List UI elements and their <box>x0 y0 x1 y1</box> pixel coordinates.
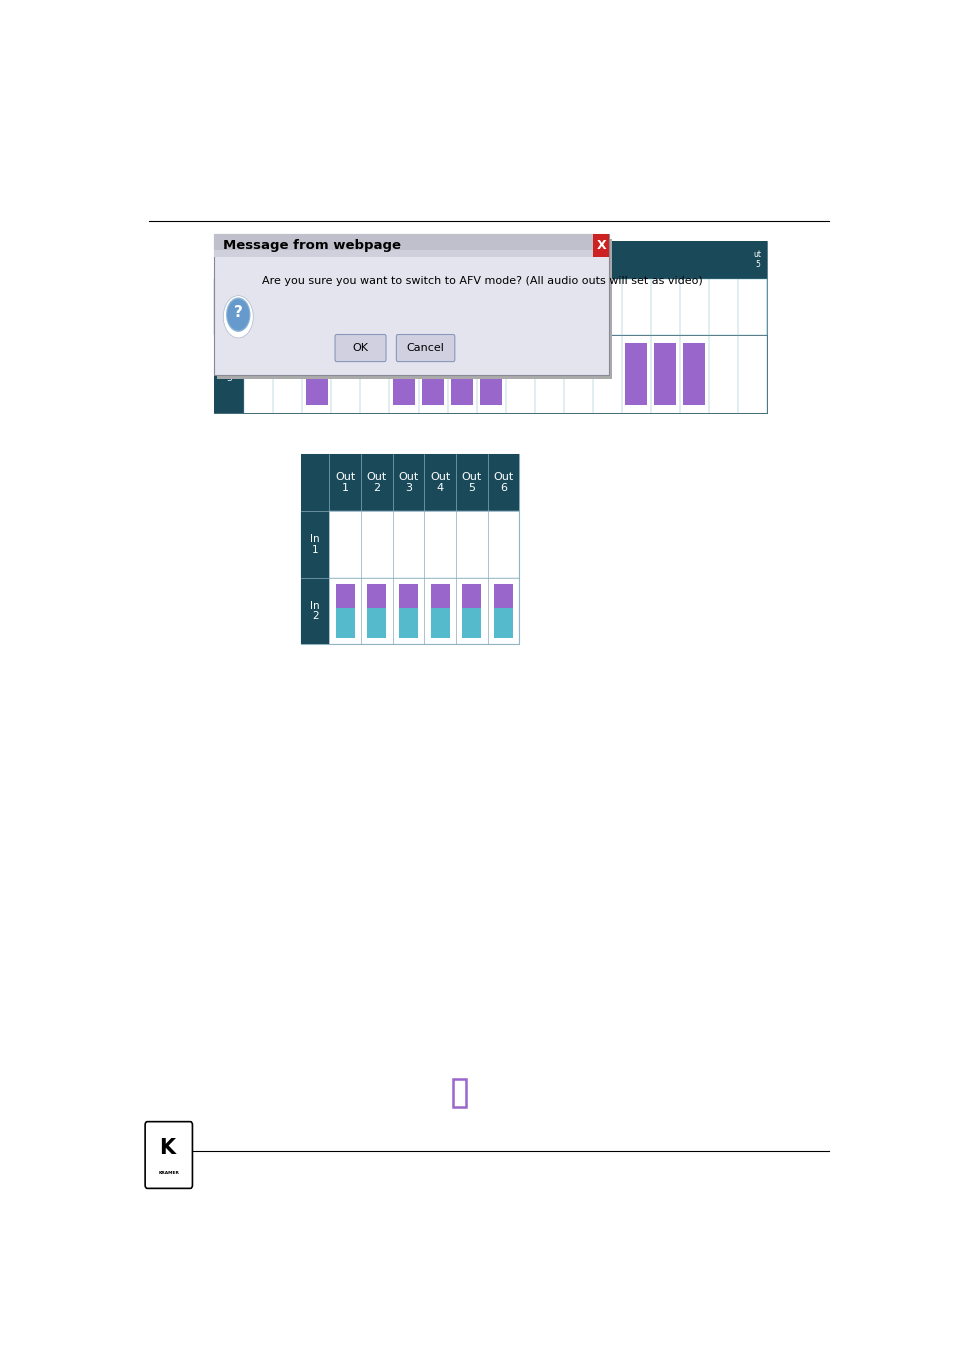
Circle shape <box>227 299 249 330</box>
Text: Out
2: Out 2 <box>366 473 387 493</box>
Bar <box>451 343 473 405</box>
Bar <box>462 584 480 608</box>
Text: Out
5: Out 5 <box>461 473 481 493</box>
Circle shape <box>226 298 251 332</box>
Bar <box>479 343 501 405</box>
Bar <box>301 455 518 512</box>
Text: 2: 2 <box>226 302 232 311</box>
Text: ?: ? <box>233 305 242 320</box>
Text: Out
3: Out 3 <box>398 473 418 493</box>
Bar <box>213 250 609 257</box>
Bar <box>213 241 766 413</box>
Bar <box>393 343 415 405</box>
Text: Out
1: Out 1 <box>335 473 355 493</box>
Bar <box>398 608 417 638</box>
Bar <box>301 578 329 645</box>
FancyBboxPatch shape <box>396 334 455 362</box>
Bar <box>430 608 449 638</box>
Text: In
3: In 3 <box>225 364 233 383</box>
Bar <box>335 584 355 608</box>
Bar <box>216 238 612 379</box>
Text: OK: OK <box>353 343 368 353</box>
Bar <box>453 1079 465 1108</box>
Bar <box>654 343 676 405</box>
Bar <box>213 234 609 257</box>
Text: X: X <box>596 240 605 252</box>
Text: ut
5: ut 5 <box>753 250 760 269</box>
Bar <box>213 334 244 413</box>
Bar <box>301 512 518 578</box>
Bar <box>494 584 513 608</box>
Bar <box>301 578 518 645</box>
Text: Out
6: Out 6 <box>493 473 513 493</box>
Text: K: K <box>159 1137 175 1158</box>
Bar <box>213 279 766 334</box>
Bar <box>430 584 449 608</box>
Bar <box>213 234 609 375</box>
Text: Are you sure you want to switch to AFV mode? (All audio outs will set as video): Are you sure you want to switch to AFV m… <box>262 276 702 286</box>
Bar <box>213 279 244 334</box>
Bar <box>367 584 386 608</box>
Text: Out
4: Out 4 <box>430 473 450 493</box>
Text: In
1: In 1 <box>310 533 320 555</box>
FancyBboxPatch shape <box>145 1121 193 1189</box>
Text: In
2: In 2 <box>310 601 320 621</box>
Bar <box>213 334 766 413</box>
Bar <box>335 608 355 638</box>
Bar <box>213 241 766 279</box>
Bar <box>494 608 513 638</box>
Bar <box>682 343 704 405</box>
Bar <box>624 343 647 405</box>
Bar <box>301 512 329 578</box>
Bar <box>593 234 609 257</box>
FancyBboxPatch shape <box>335 334 386 362</box>
Bar <box>462 608 480 638</box>
Bar <box>301 455 518 645</box>
Text: KRAMER: KRAMER <box>158 1171 179 1175</box>
Circle shape <box>223 295 253 338</box>
Bar <box>421 343 443 405</box>
Bar <box>306 343 328 405</box>
Bar <box>367 608 386 638</box>
Text: Cancel: Cancel <box>406 343 444 353</box>
Text: Message from webpage: Message from webpage <box>222 240 400 252</box>
Bar <box>398 584 417 608</box>
Bar <box>301 455 329 512</box>
